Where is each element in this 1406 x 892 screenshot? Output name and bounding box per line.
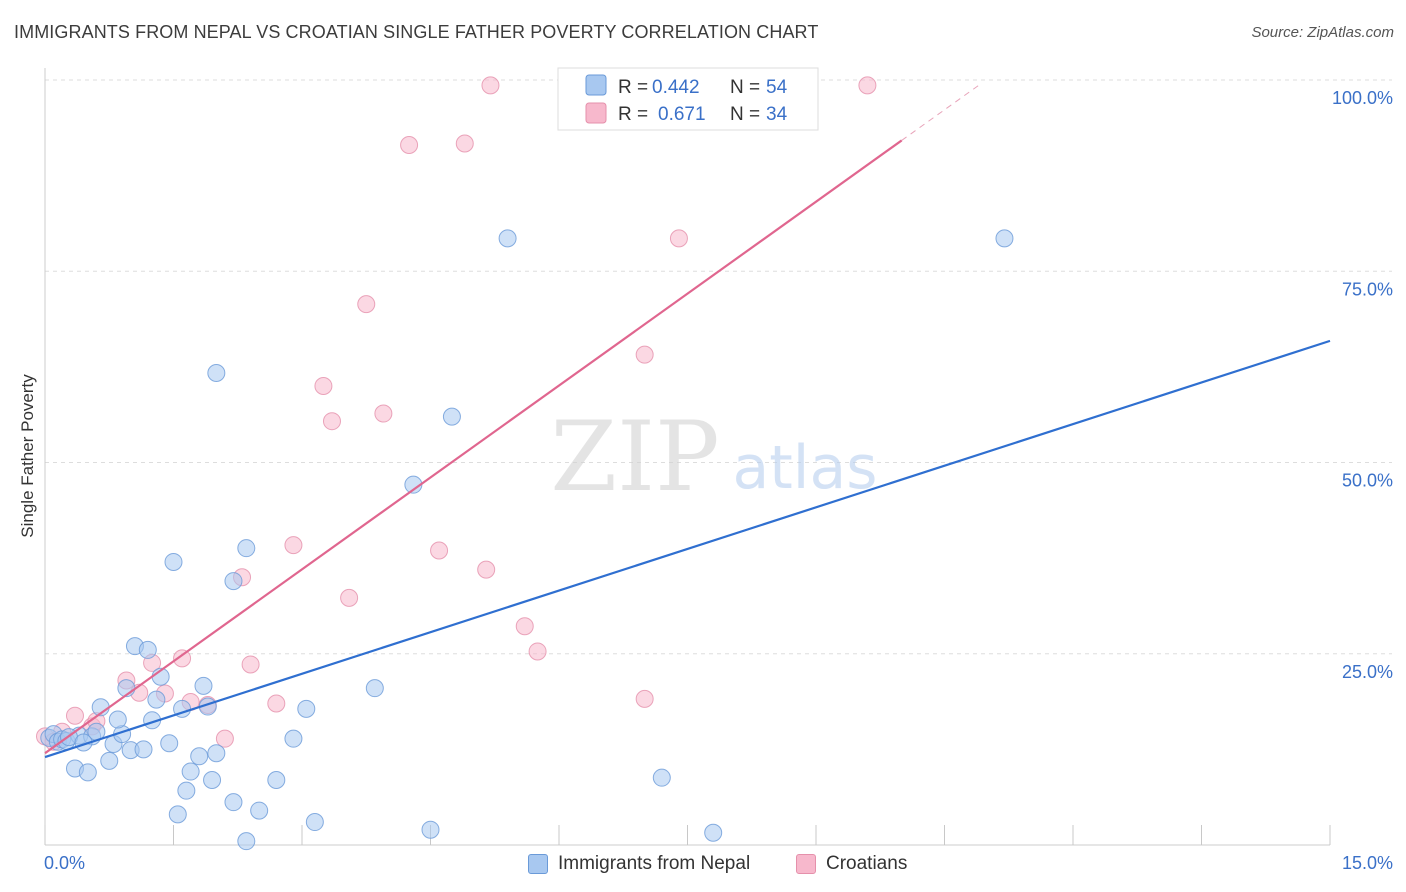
points-layer bbox=[36, 76, 1014, 851]
x-tick-label-min: 0.0% bbox=[44, 853, 85, 873]
nepal-point bbox=[250, 801, 269, 820]
nepal-point bbox=[203, 770, 222, 789]
croatian-point bbox=[635, 689, 654, 708]
croatian-point bbox=[669, 229, 688, 248]
legend-top-croatian-n-label: N = bbox=[730, 104, 760, 125]
croatian-trend-line bbox=[44, 139, 903, 755]
legend-bottom-nepal[interactable]: Immigrants from Nepal bbox=[528, 852, 750, 876]
nepal-point bbox=[108, 710, 127, 729]
croatian-point bbox=[357, 295, 376, 314]
nepal-point bbox=[498, 229, 517, 248]
croatian-point bbox=[322, 412, 341, 431]
nepal-point bbox=[224, 793, 243, 812]
legend-bottom-croatians[interactable]: Croatians bbox=[796, 852, 907, 876]
croatian-point bbox=[400, 136, 419, 155]
nepal-point bbox=[305, 813, 324, 832]
croatian-point bbox=[65, 706, 84, 725]
nepal-point bbox=[164, 552, 183, 571]
nepal-point bbox=[704, 823, 723, 842]
y-tick-label: 100.0% bbox=[1332, 88, 1393, 108]
croatian-point bbox=[241, 655, 260, 674]
nepal-point bbox=[421, 820, 440, 839]
croatian-point bbox=[314, 377, 333, 395]
y-tick-label: 50.0% bbox=[1342, 471, 1393, 491]
y-tick-label: 25.0% bbox=[1342, 662, 1393, 682]
nepal-point bbox=[442, 407, 461, 426]
legend-top-croatian-n-value: 34 bbox=[766, 104, 788, 125]
croatian-point bbox=[858, 76, 877, 95]
croatian-point bbox=[215, 729, 234, 748]
watermark-zip: ZIP bbox=[550, 401, 719, 513]
croatian-point bbox=[430, 541, 449, 560]
croatian-point bbox=[173, 649, 192, 668]
legend-bottom-nepal-swatch bbox=[528, 854, 548, 874]
chart-source: Source: ZipAtlas.com bbox=[1251, 24, 1394, 41]
croatian-point bbox=[635, 345, 654, 364]
croatian-point bbox=[374, 404, 393, 423]
nepal-point bbox=[194, 676, 213, 695]
croatian-point bbox=[340, 588, 359, 607]
croatian-point bbox=[481, 76, 500, 95]
x-tick-label-max: 15.0% bbox=[1342, 853, 1393, 873]
nepal-point bbox=[147, 690, 166, 709]
croatian-point bbox=[455, 134, 474, 153]
legend-bottom-croatians-swatch bbox=[796, 854, 816, 874]
nepal-point bbox=[652, 768, 671, 787]
legend-top-nepal-swatch bbox=[585, 74, 607, 96]
nepal-point bbox=[207, 744, 226, 763]
nepal-point bbox=[207, 363, 226, 382]
nepal-point bbox=[134, 740, 153, 759]
nepal-point bbox=[237, 832, 256, 851]
grid-layer bbox=[45, 79, 1392, 655]
nepal-point bbox=[297, 699, 316, 718]
legend-bottom-nepal-label: Immigrants from Nepal bbox=[558, 853, 751, 874]
nepal-point bbox=[168, 805, 187, 824]
croatian-trend-extension bbox=[901, 84, 980, 141]
legend-top-nepal-r-value: 0.442 bbox=[652, 77, 700, 98]
legend-top-croatian-swatch bbox=[585, 102, 607, 124]
nepal-point bbox=[284, 729, 303, 748]
legend-top-croatian-r-value: 0.671 bbox=[658, 104, 706, 125]
axis-layer: 25.0% 50.0% 75.0% 100.0% 0.0% 15.0% bbox=[44, 68, 1393, 873]
legend-top-nepal-r-label: R = bbox=[618, 77, 648, 98]
trend-layer bbox=[44, 84, 1331, 759]
watermark-atlas: atlas bbox=[733, 433, 878, 503]
nepal-point bbox=[224, 572, 243, 591]
legend-top: R = 0.442 N = 54 R = 0.671 N = 34 bbox=[557, 67, 819, 131]
legend-top-nepal-n-value: 54 bbox=[766, 77, 788, 98]
nepal-point bbox=[365, 679, 384, 698]
y-tick-label: 75.0% bbox=[1342, 279, 1393, 299]
nepal-point bbox=[138, 640, 157, 659]
croatian-point bbox=[267, 694, 286, 713]
nepal-trend-line bbox=[44, 339, 1331, 759]
chart-title: IMMIGRANTS FROM NEPAL VS CROATIAN SINGLE… bbox=[14, 22, 819, 42]
nepal-point bbox=[160, 734, 179, 753]
croatian-point bbox=[477, 560, 496, 579]
croatian-point bbox=[515, 617, 534, 636]
nepal-point bbox=[100, 751, 119, 770]
croatian-point bbox=[528, 642, 547, 661]
legend-top-nepal-n-label: N = bbox=[730, 77, 760, 98]
nepal-point bbox=[995, 229, 1014, 248]
nepal-point bbox=[78, 763, 97, 782]
nepal-point bbox=[267, 770, 286, 789]
nepal-point bbox=[237, 539, 256, 558]
nepal-point bbox=[177, 781, 196, 800]
nepal-point bbox=[190, 747, 209, 766]
croatian-point bbox=[284, 536, 303, 555]
legend-top-croatian-r-label: R = bbox=[618, 104, 648, 125]
nepal-point bbox=[181, 762, 200, 781]
legend-bottom-croatians-label: Croatians bbox=[826, 853, 908, 874]
watermark: ZIP atlas bbox=[550, 401, 877, 513]
